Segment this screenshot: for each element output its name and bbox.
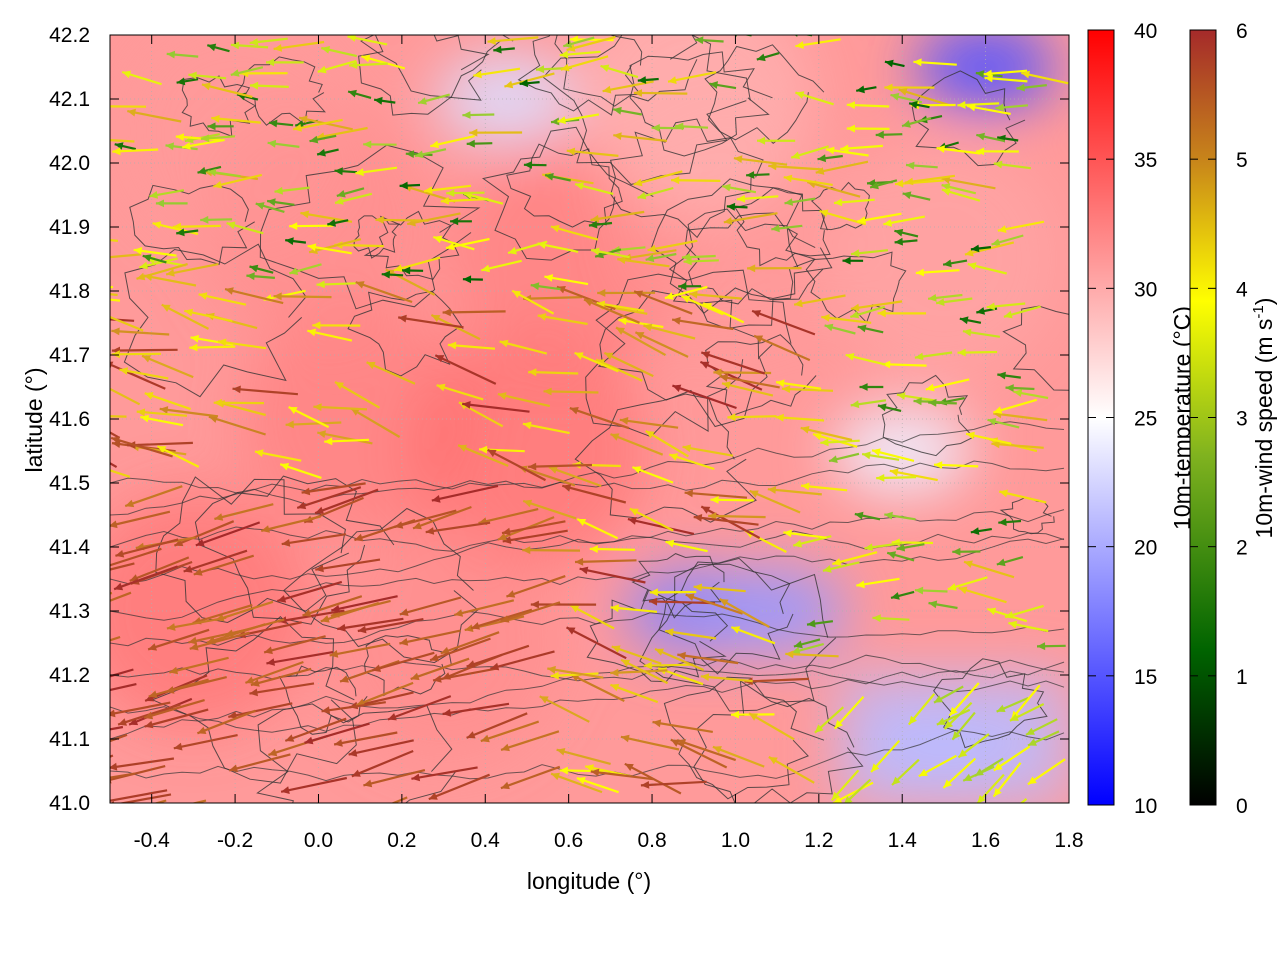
wind-vector [274,296,332,297]
wind-colorbar-tick-label: 5 [1236,149,1248,172]
x-tick-label: 0.8 [637,829,666,852]
wind-colorbar-tick-label: 6 [1236,20,1248,43]
y-tick-label: 41.7 [49,344,90,367]
wind-colorbar-tick-label: 1 [1236,666,1248,689]
plot-area [52,0,1123,832]
temperature-colorbar-tick-label: 15 [1134,666,1157,689]
x-tick-label: 1.4 [888,829,918,852]
temperature-colorbar-tick-label: 30 [1134,278,1157,301]
wind-vector-head [72,778,81,786]
x-axis-label: longitude (°) [527,868,651,894]
wind-vector [112,350,178,351]
wind-vector-head [59,433,68,441]
wind-vector-head [146,809,155,817]
x-tick-label: 1.6 [971,829,1000,852]
x-tick-label: -0.4 [134,829,171,852]
temperature-colorbar-tick-label: 10 [1134,795,1157,818]
wind-label-main: 10m-wind speed (m s [1251,319,1277,539]
y-tick-label: 41.0 [49,792,90,815]
wind-vector [522,550,580,551]
x-tick-label: 1.0 [721,829,750,852]
x-tick-label: 0.0 [304,829,333,852]
y-axis-label: latitude (°) [21,367,47,472]
wind-vector-head [107,811,116,819]
temperature-colorbar-tick-label: 25 [1134,408,1157,431]
y-tick-label: 41.2 [49,664,90,687]
y-tick-label: 41.4 [49,536,90,559]
y-tick-label: 41.8 [49,280,90,303]
wind-vector [544,391,599,392]
wind-vector-head [96,311,105,318]
x-tick-label: 1.2 [804,829,833,852]
wind-vector-head [67,751,76,758]
wind-colorbar: 0 1 2 3 4 5 6 10m-wind speed (m s-1) [1190,20,1277,818]
wind-vector-head [100,562,109,569]
temperature-colorbar-tick-label: 35 [1134,149,1157,172]
wind-vector-head [84,135,92,143]
y-tick-label: 41.6 [49,408,90,431]
y-tick-label: 41.1 [49,728,90,751]
y-tick-label: 42.2 [49,24,90,47]
wind-vector-head [93,380,102,387]
wind-vector [52,756,113,781]
wind-vector [443,311,506,312]
warm-patch [824,139,1064,379]
x-tick-label: 1.8 [1054,829,1083,852]
x-tick-label: 0.6 [554,829,583,852]
wind-vector-head [67,313,75,321]
y-tick-label: 42.1 [49,88,90,111]
wind-vector [708,516,765,517]
wind-vector-head [97,103,105,111]
wind-vector-head [52,774,61,781]
wind-vector-head [72,574,81,582]
wind-colorbar-tick-label: 3 [1236,408,1248,431]
wind-vector-head [102,797,111,805]
wind-colorbar-tick-label: 0 [1236,795,1248,818]
wind-vector-head [350,814,359,821]
wind-vector-head [996,816,1005,824]
y-tick-label: 41.5 [49,472,90,495]
x-tick-label: 0.4 [471,829,501,852]
y-tick-label: 42.0 [49,152,90,175]
x-tick-label: -0.2 [217,829,253,852]
wind-colorbar-tick-label: 2 [1236,537,1248,560]
wind-vector-head [83,460,92,468]
wind-vector-head [70,693,79,701]
y-tick-label: 41.3 [49,600,90,623]
wind-label-superscript: -1 [1250,305,1267,318]
wind-colorbar-label: 10m-wind speed (m s-1) [1250,298,1277,539]
wind-colorbar-tick-label: 4 [1236,278,1248,301]
wind-vector [59,433,117,467]
y-tick-label: 41.9 [49,216,90,239]
temperature-colorbar-tick-label: 40 [1134,20,1157,43]
x-tick-label: 0.2 [387,829,416,852]
wind-vector-head [61,650,70,658]
wind-label-end: ) [1251,298,1277,306]
temperature-colorbar-tick-label: 20 [1134,537,1157,560]
wind-vector-head [88,254,96,262]
